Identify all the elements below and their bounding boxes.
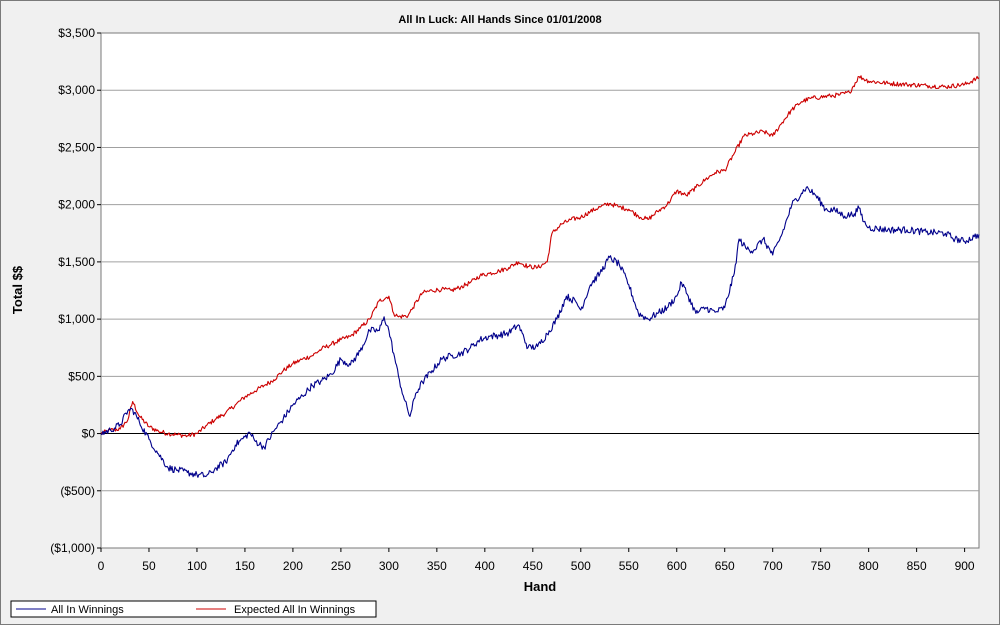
legend-box [10, 600, 377, 618]
x-tick-label: 500 [571, 559, 591, 573]
x-tick-label: 250 [331, 559, 351, 573]
x-tick-label: 750 [811, 559, 831, 573]
series-group [100, 75, 980, 478]
x-tick-label: 900 [955, 559, 975, 573]
y-tick-label: $1,000 [58, 312, 95, 326]
x-tick-label: 350 [427, 559, 447, 573]
y-tick-label: $0 [82, 427, 96, 441]
y-tick-label: $3,000 [58, 83, 95, 97]
y-tick-label: ($500) [60, 484, 95, 498]
x-tick-label: 400 [475, 559, 495, 573]
x-tick-label: 0 [98, 559, 105, 573]
legend: All In Winnings Expected All In Winnings [10, 600, 377, 618]
x-tick-label: 450 [523, 559, 543, 573]
x-axis-ticks: 0 50 100 150 200 250 300 350 400 450 500 550 600 650 7… [98, 548, 975, 573]
plot-area [100, 32, 980, 549]
x-tick-label: 200 [283, 559, 303, 573]
x-tick-label: 600 [667, 559, 687, 573]
series-line-expected-all-in-winnings [100, 75, 980, 438]
legend-label-expected-all-in-winnings: Expected All In Winnings [234, 604, 356, 616]
y-tick-label: $3,500 [58, 26, 95, 40]
x-tick-label: 150 [235, 559, 255, 573]
chart-title: All In Luck: All Hands Since 01/01/2008 [398, 14, 601, 26]
x-tick-label: 650 [715, 559, 735, 573]
y-tick-label: ($1,000) [50, 541, 95, 555]
y-axis-label: Total $$ [10, 265, 25, 314]
y-axis-ticks: $3,500 $3,000 $2,500 $2,000 $1,500 $1,000 $500… [50, 26, 101, 555]
x-tick-label: 100 [187, 559, 207, 573]
gridlines [101, 89, 979, 492]
y-tick-label: $500 [68, 369, 95, 383]
x-tick-label: 700 [763, 559, 783, 573]
y-tick-label: $1,500 [58, 255, 95, 269]
x-axis-label: Hand [524, 579, 557, 594]
x-tick-label: 800 [859, 559, 879, 573]
series-line-all-in-winnings [100, 186, 980, 478]
y-tick-label: $2,000 [58, 198, 95, 212]
x-tick-label: 50 [142, 559, 156, 573]
x-tick-label: 850 [907, 559, 927, 573]
x-tick-label: 300 [379, 559, 399, 573]
x-tick-label: 550 [619, 559, 639, 573]
y-tick-label: $2,500 [58, 140, 95, 154]
legend-label-all-in-winnings: All In Winnings [51, 604, 124, 616]
